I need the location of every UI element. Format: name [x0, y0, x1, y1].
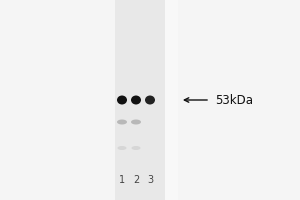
Text: 53kDa: 53kDa	[215, 94, 253, 106]
Ellipse shape	[131, 119, 141, 124]
Ellipse shape	[117, 96, 127, 104]
Ellipse shape	[145, 96, 155, 104]
Bar	[115, 0, 165, 200]
Text: 1: 1	[119, 175, 125, 185]
Text: 2: 2	[133, 175, 139, 185]
Ellipse shape	[117, 119, 127, 124]
Text: 3: 3	[147, 175, 153, 185]
Ellipse shape	[118, 146, 127, 150]
Ellipse shape	[131, 96, 141, 104]
Ellipse shape	[131, 146, 140, 150]
Bar	[165, 0, 178, 200]
